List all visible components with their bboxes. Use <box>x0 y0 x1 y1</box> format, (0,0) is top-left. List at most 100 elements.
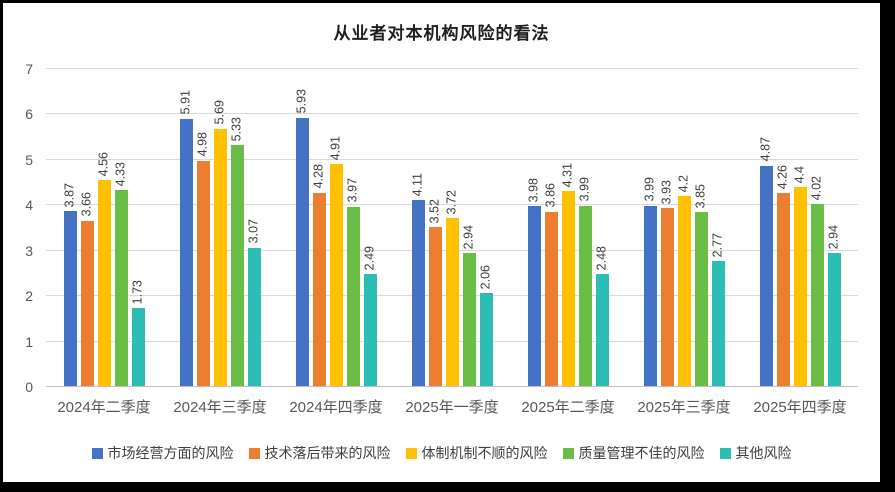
bar-value-label: 3.66 <box>79 192 94 217</box>
bar-value-label: 4.56 <box>96 151 111 176</box>
legend-item: 其他风险 <box>719 443 792 463</box>
bar: 2.77 <box>711 233 725 387</box>
gridline <box>46 113 858 115</box>
bar-value-label: 3.72 <box>444 189 459 215</box>
bar: 3.87 <box>63 183 77 387</box>
y-tick-label: 0 <box>25 379 33 395</box>
bar: 4.31 <box>561 163 575 387</box>
legend-swatch-icon <box>719 447 731 459</box>
bar-value-label: 4.2 <box>676 174 691 193</box>
legend-swatch-icon <box>562 447 574 459</box>
x-category-label: 2024年四季度 <box>289 399 383 416</box>
legend: 市场经营方面的风险 技术落后带来的风险 体制机制不顺的风险 质量管理不佳的风险 其他风险 <box>3 443 880 463</box>
x-category-label: 2025年三季度 <box>637 399 731 416</box>
chart-title: 从业者对本机构风险的看法 <box>333 24 550 44</box>
bar: 2.94 <box>827 225 841 387</box>
bar: 2.48 <box>595 246 609 387</box>
bar-value-label: 4.28 <box>311 164 326 189</box>
bar: 2.94 <box>462 225 476 387</box>
legend-label: 技术落后带来的风险 <box>264 445 391 461</box>
bar-value-label: 1.73 <box>130 280 145 305</box>
x-axis-line <box>46 386 858 387</box>
bar-value-label: 4.02 <box>809 176 824 201</box>
bar-value-label: 3.52 <box>427 198 442 224</box>
bar-value-label: 4.26 <box>775 165 790 190</box>
x-category-label: 2025年二季度 <box>521 399 615 416</box>
plot-area: 3.87 3.66 4.56 4.33 1.73 5.91 4.98 5.69 5.33 3.07… <box>46 68 858 387</box>
bar-value-label: 4.11 <box>410 172 425 197</box>
y-tick-label: 7 <box>25 61 33 77</box>
bar: 3.85 <box>694 184 708 387</box>
bar-group: 5.93 4.28 4.91 3.97 2.49 <box>278 69 394 387</box>
bar: 2.06 <box>479 265 493 387</box>
bar: 5.33 <box>230 117 244 387</box>
bar: 3.99 <box>578 177 592 387</box>
bar: 2.49 <box>363 246 377 387</box>
bar-group: 3.99 3.93 4.2 3.85 2.77 <box>626 69 742 387</box>
bar-value-label: 2.49 <box>362 245 377 270</box>
y-axis: 0 1 2 3 4 5 6 7 <box>3 61 39 395</box>
bar: 4.11 <box>411 173 425 387</box>
legend-label: 体制机制不顺的风险 <box>421 445 548 461</box>
legend-label: 其他风险 <box>735 445 792 461</box>
bar-value-label: 3.93 <box>659 180 674 205</box>
bar-value-label: 5.91 <box>178 90 193 115</box>
bar-value-label: 4.91 <box>328 135 343 160</box>
legend-item: 体制机制不顺的风险 <box>405 443 548 463</box>
bar: 4.56 <box>97 152 111 387</box>
bar: 4.4 <box>793 166 807 387</box>
bar: 4.26 <box>776 165 790 387</box>
y-tick-label: 6 <box>25 106 33 123</box>
bar: 5.91 <box>179 90 193 387</box>
bar: 3.07 <box>247 219 261 387</box>
legend-label: 市场经营方面的风险 <box>107 445 234 461</box>
bar: 1.73 <box>131 280 145 387</box>
bar-value-label: 2.94 <box>461 225 476 250</box>
bar-value-label: 3.97 <box>345 178 360 203</box>
bar: 3.86 <box>544 183 558 387</box>
bar: 5.69 <box>213 100 227 387</box>
bar-value-label: 2.06 <box>478 265 493 290</box>
bar-value-label: 5.33 <box>229 116 244 141</box>
gridline <box>46 204 858 206</box>
bar: 3.72 <box>445 190 459 387</box>
bar-value-label: 2.77 <box>710 232 725 258</box>
bar-group: 3.98 3.86 4.31 3.99 2.48 <box>510 69 626 387</box>
bar-value-label: 3.87 <box>62 182 77 208</box>
bar-group: 5.91 4.98 5.69 5.33 3.07 <box>162 69 278 387</box>
y-tick-label: 4 <box>25 197 33 214</box>
gridline <box>46 158 858 160</box>
bar-groups-container: 3.87 3.66 4.56 4.33 1.73 5.91 4.98 5.69 5.33 3.07… <box>46 69 858 387</box>
bar-value-label: 2.48 <box>594 246 609 271</box>
x-category-label: 2025年四季度 <box>753 399 847 416</box>
bar-value-label: 3.07 <box>246 219 261 244</box>
x-category-label: 2024年三季度 <box>173 399 267 416</box>
legend-item: 质量管理不佳的风险 <box>562 443 705 463</box>
gridline <box>46 68 858 69</box>
bar: 3.97 <box>346 178 360 387</box>
bar: 4.87 <box>759 137 773 387</box>
chart-image-frame: 从业者对本机构风险的看法 0 1 2 3 4 5 6 7 3.87 3.66 4.56 4.33 1.… <box>3 3 880 482</box>
y-tick-label: 3 <box>25 242 33 259</box>
bar-value-label: 4.87 <box>758 137 773 162</box>
bar-value-label: 5.69 <box>212 100 227 125</box>
legend-label: 质量管理不佳的风险 <box>578 445 705 461</box>
bar-value-label: 3.86 <box>543 183 558 208</box>
bar-value-label: 4.4 <box>792 165 807 184</box>
bar-group: 3.87 3.66 4.56 4.33 1.73 <box>46 69 162 387</box>
bar-group: 4.11 3.52 3.72 2.94 2.06 <box>394 69 510 387</box>
bar: 3.99 <box>643 177 657 387</box>
y-tick-label: 5 <box>25 151 33 168</box>
bar: 4.33 <box>114 162 128 387</box>
bar: 4.2 <box>677 175 691 387</box>
bar-value-label: 4.31 <box>560 162 575 188</box>
legend-swatch-icon <box>248 447 260 459</box>
legend-swatch-icon <box>405 447 417 459</box>
y-tick-label: 2 <box>25 288 33 305</box>
bar: 4.91 <box>329 136 343 387</box>
bar-value-label: 3.85 <box>693 183 708 209</box>
bar-value-label: 2.94 <box>826 225 841 250</box>
bar: 3.66 <box>80 192 94 387</box>
bar: 5.93 <box>295 89 309 387</box>
